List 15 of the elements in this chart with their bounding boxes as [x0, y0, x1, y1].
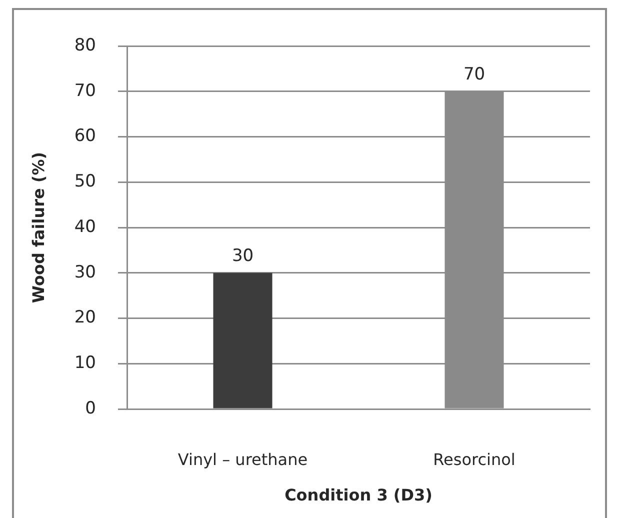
x-tick-label: Resorcinol	[433, 450, 516, 469]
y-tick-label: 70	[74, 80, 96, 101]
y-tick-label: 80	[74, 35, 96, 56]
data-label: 70	[463, 64, 486, 84]
y-tick-label: 0	[85, 398, 96, 418]
y-tick-label: 20	[74, 308, 96, 328]
x-tick-label: Vinyl – urethane	[178, 450, 308, 469]
y-tick-label: 60	[74, 126, 96, 146]
data-label: 30	[232, 246, 254, 266]
y-axis-title: Wood failure (%)	[28, 152, 48, 304]
y-tick-label: 40	[74, 216, 96, 237]
y-tick-label: 10	[74, 353, 96, 374]
y-tick-label: 50	[74, 172, 96, 192]
y-tick-label: 30	[74, 262, 96, 282]
x-axis-title: Condition 3 (D3)	[284, 486, 432, 505]
